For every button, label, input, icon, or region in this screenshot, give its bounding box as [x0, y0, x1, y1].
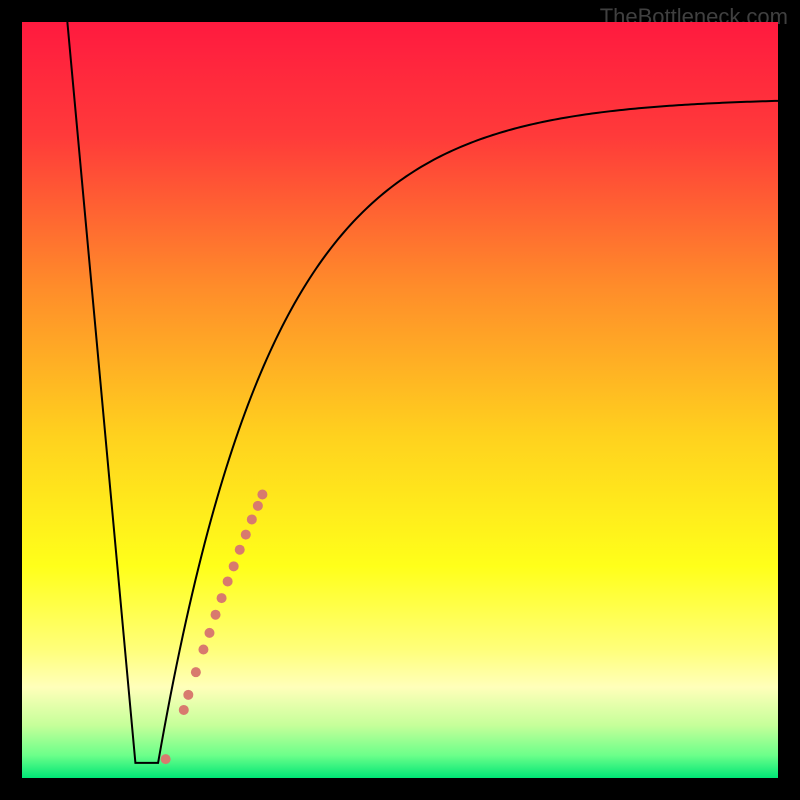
chart-marker	[257, 490, 267, 500]
chart-marker	[247, 514, 257, 524]
chart-marker	[191, 667, 201, 677]
chart-marker	[198, 644, 208, 654]
chart-marker	[179, 705, 189, 715]
chart-marker	[241, 530, 251, 540]
chart-marker	[253, 501, 263, 511]
chart-marker	[211, 610, 221, 620]
chart-svg	[22, 22, 778, 778]
chart-marker	[204, 628, 214, 638]
chart-marker	[183, 690, 193, 700]
chart-marker	[161, 754, 171, 764]
chart-marker	[223, 576, 233, 586]
chart-marker	[235, 545, 245, 555]
chart-background	[22, 22, 778, 778]
chart-plot-area	[22, 22, 778, 778]
chart-marker	[229, 561, 239, 571]
chart-marker	[217, 593, 227, 603]
